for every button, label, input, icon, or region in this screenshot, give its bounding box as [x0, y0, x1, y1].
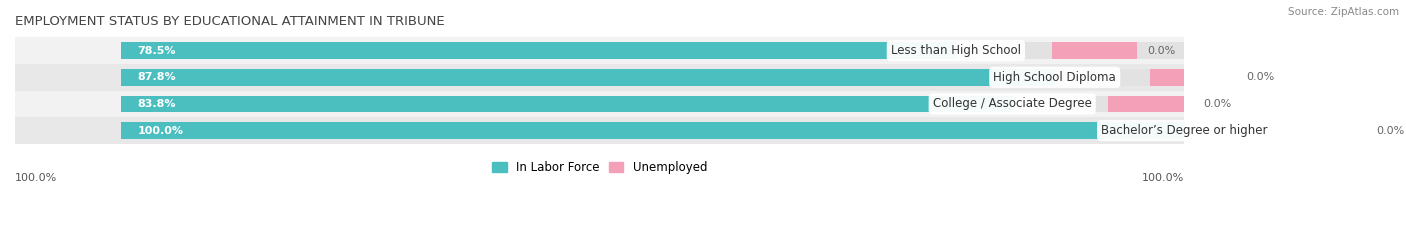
Bar — [121, 122, 1184, 139]
Legend: In Labor Force, Unemployed: In Labor Force, Unemployed — [488, 156, 711, 179]
Text: 100.0%: 100.0% — [138, 126, 183, 136]
Bar — [121, 42, 956, 59]
Text: 78.5%: 78.5% — [138, 46, 176, 56]
Text: 87.8%: 87.8% — [138, 72, 176, 82]
Bar — [15, 37, 1184, 64]
Text: 100.0%: 100.0% — [1142, 173, 1184, 183]
Bar — [1108, 96, 1192, 112]
Text: Less than High School: Less than High School — [891, 44, 1021, 57]
Text: 0.0%: 0.0% — [1147, 46, 1175, 56]
Text: College / Associate Degree: College / Associate Degree — [932, 97, 1091, 110]
Bar — [121, 96, 1012, 112]
Text: 0.0%: 0.0% — [1246, 72, 1274, 82]
Text: EMPLOYMENT STATUS BY EDUCATIONAL ATTAINMENT IN TRIBUNE: EMPLOYMENT STATUS BY EDUCATIONAL ATTAINM… — [15, 15, 444, 28]
Text: 100.0%: 100.0% — [15, 173, 58, 183]
Bar — [121, 69, 1184, 86]
Bar — [15, 64, 1184, 91]
Bar — [121, 69, 1054, 86]
Bar — [1279, 122, 1365, 139]
Bar — [1150, 69, 1236, 86]
Text: High School Diploma: High School Diploma — [994, 71, 1116, 84]
Bar — [15, 117, 1184, 144]
Text: 83.8%: 83.8% — [138, 99, 176, 109]
Bar — [121, 96, 1184, 112]
Bar — [121, 122, 1184, 139]
Text: Source: ZipAtlas.com: Source: ZipAtlas.com — [1288, 7, 1399, 17]
Text: Bachelor’s Degree or higher: Bachelor’s Degree or higher — [1101, 124, 1268, 137]
Bar — [15, 91, 1184, 117]
Bar — [121, 42, 1184, 59]
Bar — [1052, 42, 1136, 59]
Text: 0.0%: 0.0% — [1376, 126, 1405, 136]
Text: 0.0%: 0.0% — [1204, 99, 1232, 109]
